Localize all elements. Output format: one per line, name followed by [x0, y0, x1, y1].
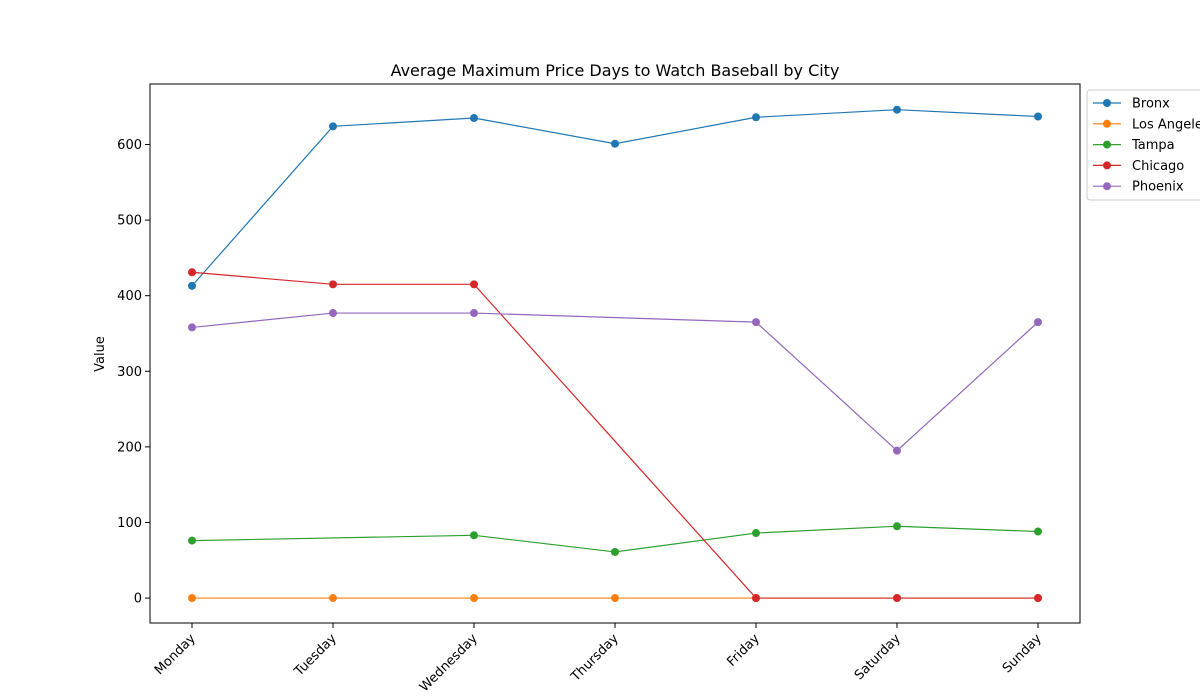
- legend-label: Phoenix: [1132, 180, 1184, 195]
- data-point: [1034, 594, 1042, 603]
- plot-area-frame: [149, 83, 1081, 624]
- x-tick-label: Monday: [152, 631, 199, 678]
- data-point: [470, 309, 478, 318]
- y-axis-label: Value: [93, 336, 108, 372]
- data-point: [611, 139, 619, 148]
- data-point: [893, 105, 901, 114]
- y-tick-label: 200: [117, 440, 142, 455]
- legend-box: [1086, 89, 1200, 201]
- data-point: [752, 318, 760, 327]
- y-tick-label: 600: [117, 138, 142, 153]
- data-point: [329, 309, 337, 318]
- legend-marker: [1103, 119, 1111, 128]
- data-point: [188, 323, 196, 332]
- x-tick-label: Friday: [724, 631, 763, 670]
- series-tampa: [188, 522, 1042, 556]
- legend-marker: [1103, 99, 1111, 107]
- x-tick-label: Thursday: [568, 631, 622, 685]
- series-chicago: [188, 268, 1042, 603]
- legend-entry: Los Angeles: [1093, 117, 1200, 132]
- data-point: [752, 529, 760, 538]
- legend-label: Chicago: [1132, 159, 1184, 174]
- data-point: [752, 594, 760, 603]
- series-bronx: [188, 105, 1042, 290]
- legend-marker: [1103, 140, 1111, 149]
- chart-title: Average Maximum Price Days to Watch Base…: [391, 61, 840, 80]
- series-line: [191, 109, 1039, 287]
- legend-marker: [1103, 161, 1111, 170]
- data-point: [188, 268, 196, 277]
- data-point: [188, 594, 196, 603]
- data-point: [329, 280, 337, 289]
- data-point: [611, 547, 619, 556]
- data-point: [470, 531, 478, 540]
- data-point: [329, 122, 337, 131]
- y-tick-label: 500: [117, 214, 142, 229]
- data-point: [1034, 112, 1042, 121]
- data-point: [893, 522, 901, 531]
- x-tick-label: Wednesday: [417, 631, 481, 695]
- data-point: [611, 594, 619, 603]
- data-point: [893, 446, 901, 455]
- series-phoenix: [188, 309, 1042, 455]
- data-point: [188, 281, 196, 290]
- legend-label: Tampa: [1131, 138, 1175, 153]
- legend-marker: [1103, 182, 1111, 191]
- series-line: [191, 525, 1039, 553]
- x-tick-label: Tuesday: [291, 631, 340, 680]
- data-point: [470, 114, 478, 123]
- data-point: [893, 594, 901, 603]
- legend-entry: Chicago: [1093, 159, 1184, 174]
- data-point: [1034, 527, 1042, 536]
- data-point: [470, 280, 478, 289]
- legend-label: Bronx: [1132, 97, 1170, 112]
- data-point: [329, 594, 337, 603]
- y-tick-label: 0: [134, 592, 142, 607]
- series-line: [191, 271, 1038, 599]
- legend-entry: Tampa: [1093, 138, 1175, 153]
- data-point: [470, 594, 478, 603]
- legend-entry: Bronx: [1093, 97, 1170, 112]
- y-tick-label: 100: [117, 516, 142, 531]
- legend-entry: Phoenix: [1093, 180, 1184, 195]
- legend-label: Los Angeles: [1132, 117, 1200, 132]
- y-tick-label: 300: [117, 365, 142, 380]
- x-tick-label: Saturday: [852, 631, 904, 683]
- y-tick-label: 400: [117, 289, 142, 304]
- data-point: [1034, 318, 1042, 327]
- data-point: [188, 536, 196, 545]
- series-line: [191, 312, 1039, 452]
- data-point: [752, 113, 760, 122]
- x-tick-label: Sunday: [1000, 631, 1045, 676]
